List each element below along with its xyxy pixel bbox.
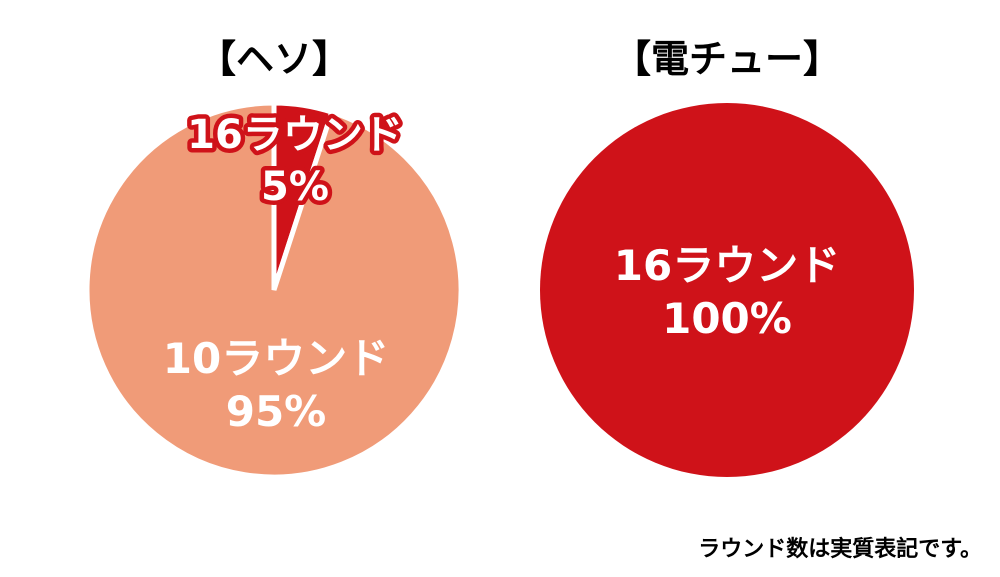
pie-slice-denchu-0 xyxy=(540,103,914,477)
slice-label-denchu-0: 16ラウンド xyxy=(614,241,840,290)
slice-label-heso-1: 10ラウンド xyxy=(163,334,389,383)
chart-title-denchu: 【電チュー】 xyxy=(613,37,841,81)
pie-slice-heso-1 xyxy=(84,100,464,480)
footnote: ラウンド数は実質表記です。 xyxy=(698,537,982,562)
slice-value-heso-1: 95% xyxy=(226,387,327,436)
chart-title-heso: 【ヘソ】 xyxy=(198,37,350,81)
slice-label-heso-0: 16ラウンド xyxy=(187,112,403,158)
slice-value-heso-0: 5% xyxy=(261,164,329,210)
slice-value-denchu-0: 100% xyxy=(662,294,792,343)
